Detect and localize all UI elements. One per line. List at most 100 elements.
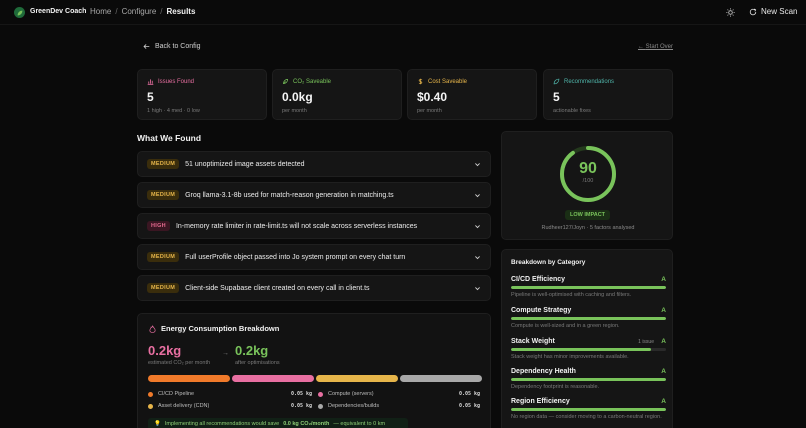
category-grade: A: [661, 307, 666, 314]
stat-label: CO₂ Saveable: [293, 78, 332, 85]
score-ring-fill: [560, 146, 616, 202]
score-ring: [560, 146, 616, 202]
category-fill: [511, 286, 666, 289]
category-name: Dependency Health: [511, 368, 576, 375]
stat-label: Issues Found: [158, 78, 195, 85]
score-max: /100: [582, 178, 594, 184]
stat-sub: per month: [417, 108, 442, 114]
category-grade: A: [661, 368, 666, 375]
tip-amount: 0.0 kg CO₂/month: [283, 421, 330, 427]
after-co2-value: 0.2kg: [235, 343, 269, 358]
stat-card-co2: CO₂ Saveable 0.0kg per month: [272, 69, 402, 120]
category-row: Region Efficiency A No region data — con…: [511, 398, 666, 421]
legend-dot: [148, 391, 153, 397]
breadcrumb-results: Results: [166, 7, 196, 16]
category-fill: [511, 348, 651, 351]
stat-card-cost: Cost Saveable $0.40 per month: [407, 69, 537, 120]
chevron-down-icon[interactable]: [474, 285, 481, 292]
severity-badge: MEDIUM: [147, 283, 180, 293]
finding-text: Groq llama-3.1-8b used for match-reason …: [185, 191, 394, 199]
start-over-label: Start Over: [645, 44, 674, 50]
tip-prefix: Implementing all recommendations would s…: [164, 421, 280, 427]
leaf-icon: [283, 79, 288, 84]
breadcrumb-separator: /: [115, 7, 118, 16]
stat-card-issues: Issues Found 5 1 high · 4 med · 0 low: [137, 69, 267, 120]
finding-row[interactable]: MEDIUM 51 unoptimized image assets detec…: [137, 151, 491, 177]
stat-label-row: CO₂ Saveable: [282, 78, 392, 85]
category-fill: [511, 317, 666, 320]
repo-summary: Rudheer127/Joyn · 5 factors analysed: [541, 225, 635, 231]
category-name: Compute Strategy: [511, 307, 572, 314]
legend-label: CI/CD Pipeline: [158, 391, 195, 397]
segment-dependencies: [400, 375, 482, 382]
sun-icon[interactable]: [726, 8, 735, 17]
finding-row[interactable]: MEDIUM Full userProfile object passed in…: [137, 244, 491, 270]
finding-text: Full userProfile object passed into Jo s…: [185, 253, 406, 261]
category-track: [511, 317, 666, 320]
category-track: [511, 286, 666, 289]
legend-dot: [148, 403, 153, 409]
category-row: CI/CD Efficiency A Pipeline is well-opti…: [511, 276, 666, 299]
chevron-down-icon[interactable]: [474, 192, 481, 199]
impact-badge: LOW IMPACT: [565, 210, 611, 220]
bar-chart-icon: [147, 79, 154, 85]
legend-dot: [318, 403, 323, 409]
category-fill: [511, 378, 666, 381]
energy-title: Energy Consumption Breakdown: [161, 324, 280, 333]
breadcrumb-home[interactable]: Home: [90, 7, 112, 16]
category-desc: Dependency footprint is reasonable.: [511, 384, 600, 390]
chevron-down-icon[interactable]: [474, 223, 481, 230]
category-track: [511, 378, 666, 381]
stat-label: Cost Saveable: [428, 78, 468, 85]
stat-label: Recommendations: [564, 78, 615, 85]
category-grade: A: [661, 398, 666, 405]
score-card: 90 /100 LOW IMPACT Rudheer127/Joyn · 5 f…: [501, 131, 673, 240]
chevron-down-icon[interactable]: [474, 254, 481, 261]
findings-title: What We Found: [137, 133, 202, 143]
back-label: Back to Config: [155, 43, 201, 50]
arrow-right-icon: →: [222, 350, 229, 357]
legend-value: 0.05 kg: [459, 403, 481, 409]
new-scan-button[interactable]: New Scan: [749, 7, 797, 16]
score-value: 90: [579, 160, 597, 177]
category-row: Compute Strategy A Compute is well-sized…: [511, 307, 666, 330]
legend-item: Asset delivery (CDN) 0.05 kg: [148, 403, 313, 409]
legend-item: Dependencies/builds 0.05 kg: [318, 403, 483, 409]
leaf-logo-icon: [14, 7, 25, 18]
chevron-down-icon[interactable]: [474, 161, 481, 168]
legend-dot: [318, 391, 323, 397]
brand-name[interactable]: GreenDev Coach: [30, 8, 87, 15]
stat-label-row: Cost Saveable: [417, 78, 527, 85]
finding-text: In-memory rate limiter in rate-limit.ts …: [175, 222, 418, 230]
finding-row[interactable]: HIGH In-memory rate limiter in rate-limi…: [137, 213, 491, 239]
category-name: Stack Weight: [511, 338, 555, 345]
back-to-config-link[interactable]: Back to Config: [143, 43, 201, 50]
category-desc: Compute is well-sized and in a green reg…: [511, 323, 620, 329]
flame-icon: [149, 325, 156, 333]
finding-text: Client-side Supabase client created on e…: [185, 284, 370, 292]
refresh-icon: [749, 8, 757, 15]
category-row: Dependency Health A Dependency footprint…: [511, 368, 666, 391]
start-over-link[interactable]: ← Start Over: [638, 44, 673, 50]
legend-label: Compute (servers): [328, 391, 374, 397]
segment-compute: [232, 375, 314, 382]
savings-tip: 💡 Implementing all recommendations would…: [148, 418, 408, 428]
legend-value: 0.05 kg: [291, 403, 313, 409]
category-fill: [511, 408, 666, 411]
finding-row[interactable]: MEDIUM Groq llama-3.1-8b used for match-…: [137, 182, 491, 208]
stat-card-recommendations: Recommendations 5 actionable fixes: [543, 69, 673, 120]
top-bar: GreenDev Coach Home / Configure / Result…: [0, 0, 806, 25]
category-desc: Pipeline is well-optimised with caching …: [511, 292, 632, 298]
after-co2-label: after optimisations: [235, 360, 280, 366]
stat-label-row: Issues Found: [147, 78, 257, 85]
energy-stacked-bar: [148, 375, 482, 382]
category-track: [511, 348, 666, 351]
finding-row[interactable]: MEDIUM Client-side Supabase client creat…: [137, 275, 491, 301]
category-desc: Stack weight has minor improvements avai…: [511, 354, 629, 360]
breadcrumb-configure[interactable]: Configure: [121, 7, 157, 16]
current-co2-value: 0.2kg: [148, 343, 182, 358]
start-over-arrow: ←: [638, 44, 646, 50]
category-track: [511, 408, 666, 411]
stat-value: 0.0kg: [282, 90, 313, 104]
legend-value: 0.05 kg: [459, 391, 481, 397]
